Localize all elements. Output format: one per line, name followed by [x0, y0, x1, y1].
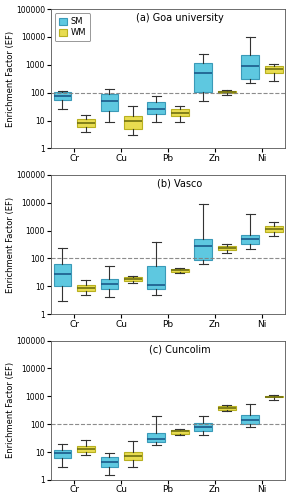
PathPatch shape [100, 94, 118, 111]
PathPatch shape [54, 450, 71, 458]
Text: (b) Vasco: (b) Vasco [157, 179, 203, 189]
PathPatch shape [54, 92, 71, 100]
PathPatch shape [124, 452, 142, 460]
PathPatch shape [242, 415, 259, 424]
PathPatch shape [124, 278, 142, 281]
PathPatch shape [242, 235, 259, 244]
PathPatch shape [148, 432, 165, 442]
Text: (a) Goa university: (a) Goa university [136, 13, 224, 23]
PathPatch shape [124, 116, 142, 129]
PathPatch shape [77, 120, 95, 126]
PathPatch shape [218, 246, 235, 250]
Y-axis label: Enrichment Factor (EF): Enrichment Factor (EF) [6, 362, 15, 458]
PathPatch shape [148, 266, 165, 289]
PathPatch shape [171, 269, 189, 272]
PathPatch shape [77, 285, 95, 290]
Text: (c) Cuncolim: (c) Cuncolim [149, 344, 211, 354]
PathPatch shape [171, 108, 189, 116]
PathPatch shape [194, 62, 212, 92]
PathPatch shape [218, 406, 235, 410]
PathPatch shape [265, 396, 283, 398]
PathPatch shape [77, 446, 95, 452]
PathPatch shape [265, 66, 283, 73]
PathPatch shape [265, 226, 283, 232]
PathPatch shape [194, 240, 212, 260]
PathPatch shape [54, 264, 71, 286]
Y-axis label: Enrichment Factor (EF): Enrichment Factor (EF) [6, 30, 15, 127]
PathPatch shape [100, 457, 118, 466]
PathPatch shape [242, 56, 259, 78]
PathPatch shape [171, 430, 189, 434]
PathPatch shape [148, 102, 165, 114]
PathPatch shape [100, 279, 118, 289]
PathPatch shape [218, 91, 235, 94]
Y-axis label: Enrichment Factor (EF): Enrichment Factor (EF) [6, 196, 15, 292]
Legend: SM, WM: SM, WM [55, 13, 90, 41]
PathPatch shape [194, 423, 212, 432]
